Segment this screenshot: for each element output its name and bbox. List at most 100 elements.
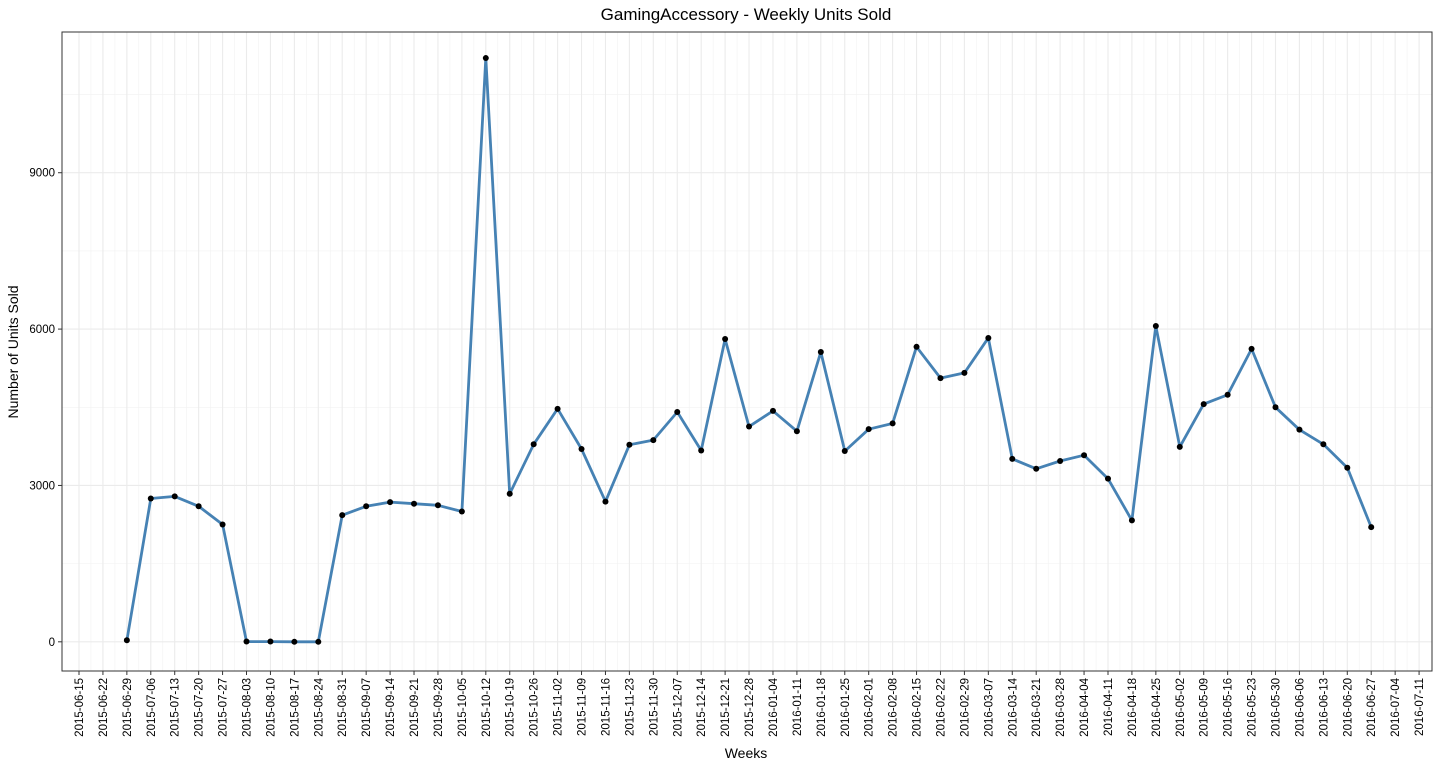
x-tick-label: 2015-10-19 [505, 678, 517, 737]
x-tick-label: 2016-05-30 [1271, 678, 1283, 737]
x-tick-label: 2015-08-17 [289, 678, 301, 737]
x-tick-label: 2015-12-07 [672, 678, 684, 737]
data-point [339, 512, 346, 519]
data-point [195, 503, 202, 510]
x-tick-label: 2016-05-09 [1199, 678, 1211, 737]
x-tick-label: 2016-06-20 [1342, 678, 1354, 737]
data-point [1128, 517, 1135, 524]
chart-title: GamingAccessory - Weekly Units Sold [601, 5, 892, 24]
data-point [1104, 475, 1111, 482]
x-tick-label: 2016-03-07 [983, 678, 995, 737]
x-tick-label: 2016-02-01 [864, 678, 876, 737]
x-tick-label: 2015-09-28 [433, 678, 445, 737]
data-point [506, 490, 513, 497]
data-point [1081, 452, 1088, 459]
data-point [1176, 443, 1183, 450]
data-point [1368, 524, 1375, 531]
x-tick-label: 2016-03-28 [1055, 678, 1067, 737]
data-point [219, 521, 226, 528]
data-point [1296, 426, 1303, 433]
x-tick-label: 2016-01-04 [768, 677, 780, 736]
data-point [267, 638, 274, 645]
data-point [1057, 457, 1064, 464]
data-point [1320, 441, 1327, 448]
x-tick-label: 2015-12-28 [744, 678, 756, 737]
y-tick-label: 0 [49, 637, 55, 649]
x-tick-label: 2015-11-30 [648, 678, 660, 736]
x-tick-label: 2015-11-23 [624, 678, 636, 736]
x-tick-label: 2015-10-05 [457, 678, 469, 737]
data-point [387, 499, 394, 506]
x-tick-label: 2016-06-27 [1366, 678, 1378, 737]
x-tick-label: 2016-06-13 [1318, 678, 1330, 737]
data-point [985, 334, 992, 341]
x-tick-label: 2015-07-13 [170, 678, 182, 737]
x-axis: 2015-06-15 2015-06-22 2015-06-29 2015-07-06… [74, 671, 1426, 737]
data-point [841, 448, 848, 455]
x-tick-label: 2016-04-04 [1079, 677, 1091, 736]
data-point [1248, 345, 1255, 352]
x-tick-label: 2016-07-04 [1390, 677, 1402, 736]
x-tick-label: 2015-08-03 [242, 678, 254, 737]
data-point [865, 426, 872, 433]
x-tick-label: 2015-12-21 [720, 678, 732, 737]
x-tick-label: 2016-01-25 [840, 678, 852, 737]
data-point [458, 508, 465, 515]
x-tick-label: 2015-09-07 [361, 678, 373, 737]
x-tick-label: 2016-02-22 [935, 678, 947, 737]
x-tick-label: 2015-11-09 [577, 678, 589, 736]
data-point [1200, 401, 1207, 408]
data-point [769, 407, 776, 414]
data-point [722, 335, 729, 342]
x-tick-label: 2015-06-29 [122, 678, 134, 737]
x-tick-label: 2016-02-29 [959, 678, 971, 737]
data-point [243, 638, 250, 645]
x-tick-label: 2016-07-11 [1414, 678, 1426, 736]
x-tick-label: 2015-10-12 [481, 678, 493, 737]
x-tick-label: 2016-03-21 [1031, 678, 1043, 737]
data-point [434, 502, 441, 509]
x-tick-label: 2015-11-16 [600, 678, 612, 736]
data-point [363, 503, 370, 510]
x-tick-label: 2015-08-10 [265, 678, 277, 737]
data-point [961, 369, 968, 376]
x-tick-label: 2015-06-22 [98, 678, 110, 737]
data-point [578, 445, 585, 452]
x-tick-label: 2016-04-18 [1127, 678, 1139, 737]
data-point [1224, 391, 1231, 398]
x-tick-label: 2015-07-27 [218, 678, 230, 737]
x-tick-label: 2015-06-15 [74, 678, 86, 737]
x-tick-label: 2016-03-14 [1007, 677, 1019, 736]
data-point [698, 447, 705, 454]
x-tick-label: 2016-01-11 [792, 678, 804, 736]
minor-gridlines [62, 32, 1432, 671]
x-axis-title: Weeks [725, 745, 768, 761]
x-tick-label: 2016-01-18 [816, 678, 828, 737]
y-axis: 0 3000 6000 9000 [29, 168, 62, 649]
x-tick-label: 2015-10-26 [529, 678, 541, 737]
series-points-group [123, 55, 1375, 645]
data-point [626, 441, 633, 448]
data-point [554, 405, 561, 412]
data-point [817, 349, 824, 356]
data-point [602, 498, 609, 505]
data-point [1272, 404, 1279, 411]
data-point [650, 437, 657, 444]
x-tick-label: 2015-11-02 [553, 678, 565, 736]
x-tick-label: 2016-04-11 [1103, 678, 1115, 736]
x-tick-label: 2016-05-23 [1247, 678, 1259, 737]
x-tick-label: 2015-07-06 [146, 678, 158, 737]
x-tick-label: 2016-02-15 [912, 678, 924, 737]
data-point [123, 637, 130, 644]
x-tick-label: 2016-04-25 [1151, 678, 1163, 737]
y-tick-label: 3000 [29, 480, 55, 492]
data-point [937, 375, 944, 382]
x-tick-label: 2016-05-02 [1175, 678, 1187, 737]
data-point [674, 408, 681, 415]
data-point [793, 428, 800, 435]
x-tick-label: 2015-09-14 [385, 677, 397, 736]
y-axis-title: Number of Units Sold [5, 285, 21, 418]
data-point [746, 423, 753, 430]
